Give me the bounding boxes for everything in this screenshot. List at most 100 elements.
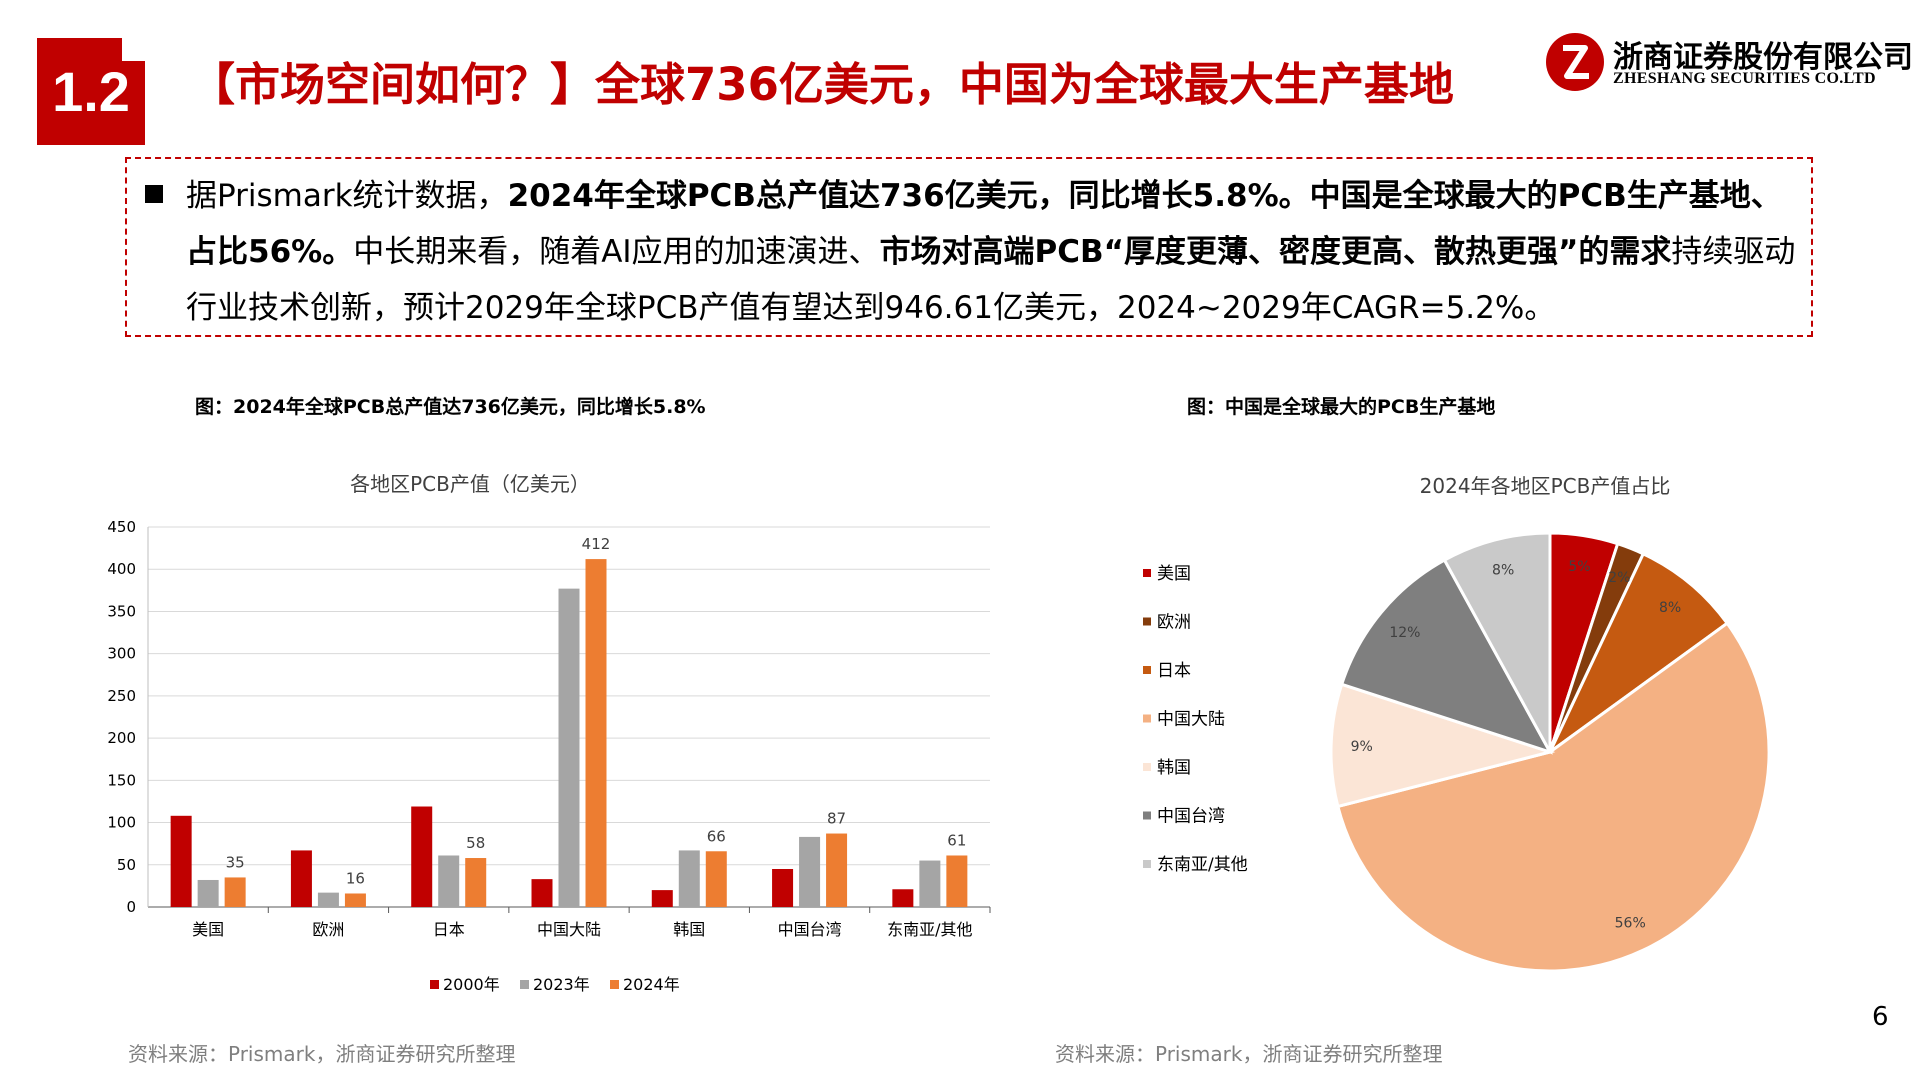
left-figure-caption: 图：2024年全球PCB总产值达736亿美元，同比增长5.8% [195,396,706,418]
pie-data-label: 2% [1608,570,1630,586]
pie-data-label: 8% [1492,563,1514,579]
pie-chart-title: 2024年各地区PCB产值占比 [1420,474,1671,498]
bar-2024年-美国 [224,877,246,907]
bar-2023年-美国 [197,879,219,907]
pie-data-label: 8% [1659,600,1681,616]
summary-highlight-2: 市场对高端PCB“厚度更薄、密度更高、散热更强”的需求 [879,234,1672,270]
bar-y-tick-label: 250 [107,687,136,705]
right-figure-caption: 图：中国是全球最大的PCB生产基地 [1187,396,1496,418]
bar-2024年-中国台湾 [826,833,848,907]
bar-legend-swatch [430,980,439,989]
bar-legend-swatch [520,980,529,989]
summary-text: 据Prismark统计数据，2024年全球PCB总产值达736亿美元，同比增长5… [186,168,1796,336]
pie-legend-swatch [1143,860,1151,868]
bar-data-label: 412 [582,535,611,553]
page-title: 【市场空间如何？】全球736亿美元，中国为全球最大生产基地 [190,58,1454,111]
bar-x-tick-label: 美国 [192,920,224,939]
pie-legend-label: 中国台湾 [1157,807,1225,827]
logo-company-name-cn: 浙商证券股份有限公司 [1613,40,1913,75]
bar-data-label: 61 [947,831,966,849]
bar-x-tick-label: 欧洲 [312,920,344,939]
bar-2000年-中国台湾 [772,869,794,907]
square-bullet-icon [145,185,163,203]
bar-2000年-中国大陆 [531,879,553,907]
bar-data-label: 58 [466,834,485,852]
bar-2000年-韩国 [651,890,673,907]
logo-company-name-en: ZHESHANG SECURITIES CO.LTD [1613,70,1876,87]
bar-x-tick-label: 韩国 [673,920,705,939]
bar-2024年-中国大陆 [585,559,607,907]
pie-slice-韩国 [1329,682,1556,809]
bar-2000年-东南亚/其他 [892,889,914,907]
bar-x-tick-label: 东南亚/其他 [887,920,972,939]
bar-legend-label: 2000年 [443,975,500,994]
bar-legend-label: 2024年 [623,975,680,994]
pie-data-label: 5% [1568,559,1590,575]
pie-legend-swatch [1143,666,1151,674]
bar-data-label: 16 [346,869,365,887]
pie-data-label: 9% [1351,739,1373,755]
bar-2000年-欧洲 [290,850,312,907]
bar-2023年-东南亚/其他 [919,860,941,907]
pie-legend-swatch [1143,569,1151,577]
bar-y-tick-label: 350 [107,602,136,620]
bar-2023年-韩国 [678,850,700,907]
badge-corner-notch [122,38,145,61]
bar-data-label: 87 [827,810,846,828]
pie-legend-swatch [1143,714,1151,723]
logo-mark-icon [1546,33,1604,91]
bar-x-tick-label: 日本 [433,920,465,939]
pie-legend-label: 东南亚/其他 [1157,855,1248,875]
bar-y-tick-label: 300 [107,645,136,663]
bar-2023年-中国大陆 [558,588,580,907]
summary-part-1: 据Prismark统计数据， [186,178,508,214]
bar-y-tick-label: 0 [126,898,136,916]
bar-x-tick-label: 中国台湾 [778,920,842,939]
pie-legend-label: 日本 [1157,661,1191,681]
pie-slice-中国台湾 [1339,558,1554,755]
bar-2024年-东南亚/其他 [946,855,968,907]
bar-2024年-韩国 [705,851,727,907]
bar-2024年-日本 [465,858,487,907]
pie-legend-label: 欧洲 [1157,613,1191,633]
pie-data-label: 56% [1615,915,1646,931]
pie-data-label: 12% [1389,625,1420,641]
bar-y-tick-label: 450 [107,518,136,536]
bar-y-tick-label: 50 [117,856,136,874]
page-number: 6 [1872,1002,1889,1032]
summary-box [125,157,1813,337]
bar-2024年-欧洲 [344,893,366,907]
bar-y-tick-label: 100 [107,814,136,832]
pie-slice-东南亚/其他 [1442,531,1552,753]
summary-highlight-1: 2024年全球PCB总产值达736亿美元，同比增长5.8%。中国是全球最大的PC… [186,178,1782,270]
pie-chart: 2024年各地区PCB产值占比 5% 2% 8% 56% 9% 12% 8% 美国欧洲日本中… [1143,474,1771,973]
pie-legend-swatch [1143,617,1151,626]
pie-legend-label: 韩国 [1157,758,1191,778]
bar-data-label: 35 [226,853,245,871]
bar-2023年-中国台湾 [799,836,821,907]
pie-slice-日本 [1548,551,1730,754]
bar-legend-label: 2023年 [533,975,590,994]
bar-chart: 各地区PCB产值（亿美元） 0 50 100 150 200 250 300 350 400 45… [107,472,991,994]
bar-2000年-美国 [170,815,192,907]
bar-legend-swatch [610,980,619,989]
pie-slice-中国大陆 [1336,621,1771,973]
bar-x-tick-label: 中国大陆 [537,920,601,939]
bar-y-tick-label: 200 [107,729,136,747]
section-number: 1.2 [52,60,130,123]
company-logo: 浙商证券股份有限公司 ZHESHANG SECURITIES CO.LTD [1545,28,1913,98]
summary-part-5: 持续驱动行业技术创新，预计2029年全球PCB产值有望达到946.61亿美元，2… [186,234,1796,326]
pie-legend-swatch [1143,763,1151,771]
summary-part-3: 中长期来看，随着AI应用的加速演进、 [353,234,880,270]
bar-y-tick-label: 150 [107,771,136,789]
pie-legend-label: 美国 [1157,564,1191,584]
bar-chart-title: 各地区PCB产值（亿美元） [350,472,590,496]
bar-y-tick-label: 400 [107,560,136,578]
bar-data-label: 66 [707,827,726,845]
left-figure-source: 资料来源：Prismark，浙商证券研究所整理 [128,1042,516,1066]
bar-2023年-日本 [438,855,460,907]
bar-2023年-欧洲 [317,892,339,907]
pie-legend-label: 中国大陆 [1157,710,1225,730]
right-figure-source: 资料来源：Prismark，浙商证券研究所整理 [1055,1042,1443,1066]
pie-legend-swatch [1143,811,1151,820]
